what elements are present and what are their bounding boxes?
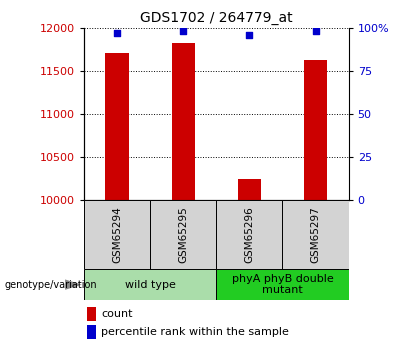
Bar [216, 200, 283, 269]
Bar [87, 325, 96, 338]
Bar [84, 269, 216, 300]
Bar [105, 53, 129, 200]
Bar [150, 200, 216, 269]
Text: GSM65295: GSM65295 [178, 206, 188, 263]
Text: GSM65294: GSM65294 [112, 206, 122, 263]
Bar [304, 60, 327, 200]
Text: GSM65297: GSM65297 [310, 206, 320, 263]
Bar [238, 179, 261, 200]
Title: GDS1702 / 264779_at: GDS1702 / 264779_at [140, 11, 293, 25]
Point [312, 28, 319, 34]
Text: genotype/variation: genotype/variation [4, 280, 97, 289]
Text: GSM65296: GSM65296 [244, 206, 255, 263]
Bar [282, 200, 349, 269]
Point [246, 32, 253, 37]
Bar [216, 269, 349, 300]
Point [180, 28, 186, 34]
Text: count: count [101, 309, 133, 319]
Bar [172, 43, 195, 200]
Bar [84, 200, 150, 269]
Point [114, 30, 121, 36]
Bar [87, 307, 96, 321]
Text: wild type: wild type [125, 280, 176, 289]
Text: phyA phyB double
mutant: phyA phyB double mutant [231, 274, 333, 295]
Text: percentile rank within the sample: percentile rank within the sample [101, 327, 289, 337]
Polygon shape [65, 279, 82, 290]
